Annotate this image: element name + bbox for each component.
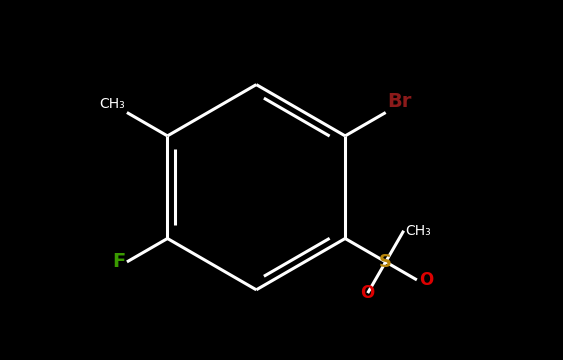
- Text: CH₃: CH₃: [405, 224, 431, 238]
- Text: S: S: [379, 253, 392, 271]
- Text: CH₃: CH₃: [99, 97, 125, 111]
- Text: O: O: [419, 271, 433, 289]
- Text: F: F: [112, 252, 125, 271]
- Text: O: O: [360, 284, 375, 302]
- Text: Br: Br: [387, 92, 412, 111]
